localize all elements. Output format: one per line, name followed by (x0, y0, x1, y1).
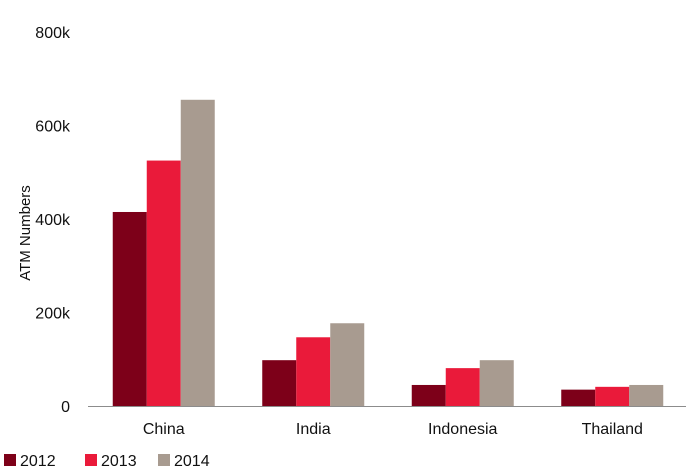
bar (629, 384, 664, 406)
bar (411, 384, 446, 406)
bar (296, 337, 331, 406)
legend-swatch (4, 454, 16, 466)
bar (561, 389, 596, 406)
bar (330, 323, 365, 406)
legend-label: 2014 (174, 453, 210, 467)
legend-label: 2013 (101, 453, 137, 467)
y-tick-label: 200k (35, 306, 71, 323)
y-tick-label: 0 (61, 399, 70, 416)
x-tick-label: Indonesia (428, 421, 497, 438)
y-tick-label: 400k (35, 212, 71, 229)
legend-item: 2013 (85, 453, 137, 467)
bar (262, 360, 297, 406)
bar (595, 386, 630, 406)
y-axis-title: ATM Numbers (17, 185, 34, 281)
y-tick-label: 800k (35, 25, 71, 42)
legend-label: 2012 (20, 453, 56, 467)
y-axis-ticks: 0 200k 400k 600k 800k (35, 25, 71, 416)
bars (112, 99, 664, 406)
category-labels: China India Indonesia Thailand (143, 421, 643, 438)
bar (180, 99, 215, 406)
legend: 2012 2013 2014 (4, 453, 210, 467)
bar (112, 211, 147, 406)
x-tick-label: India (296, 421, 331, 438)
legend-item: 2012 (4, 453, 56, 467)
bar (146, 160, 181, 406)
bar (445, 368, 480, 406)
x-tick-label: Thailand (582, 421, 643, 438)
legend-swatch (85, 454, 97, 466)
x-tick-label: China (143, 421, 185, 438)
legend-item: 2014 (158, 453, 210, 467)
legend-swatch (158, 454, 170, 466)
y-tick-label: 600k (35, 119, 71, 136)
bar (479, 360, 514, 406)
